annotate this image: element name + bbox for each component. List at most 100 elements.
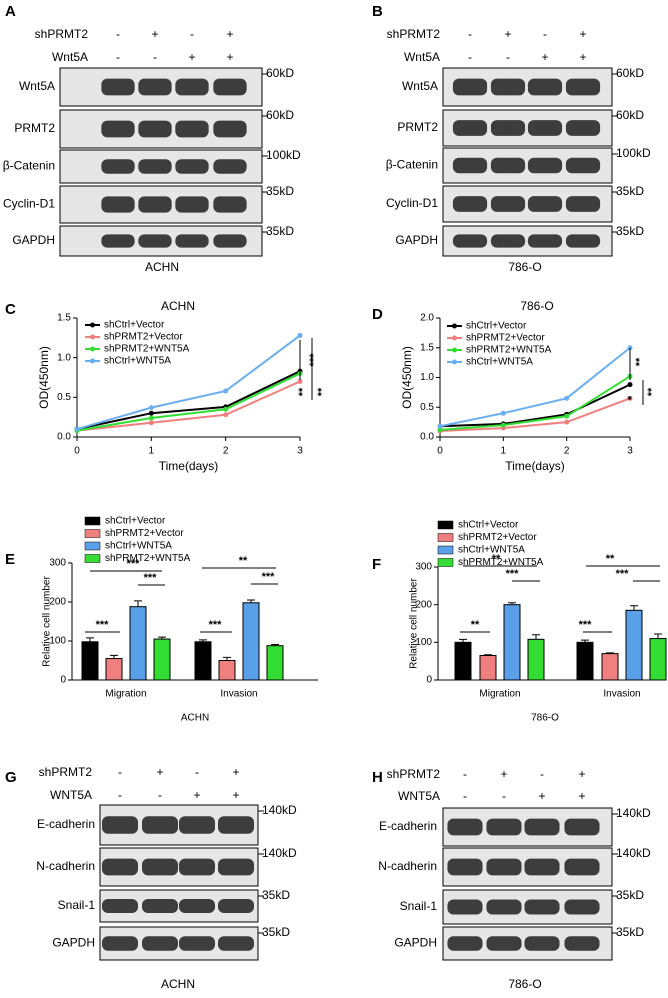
condition-sign: +: [579, 50, 586, 64]
blot-band: [486, 899, 522, 915]
blot-band: [524, 818, 560, 836]
condition-sign: -: [468, 27, 472, 41]
series-line: [76, 370, 301, 431]
blot-band: [447, 899, 483, 915]
blot-band: [565, 157, 601, 174]
blot-band: [179, 858, 215, 876]
condition-sign: +: [226, 27, 233, 41]
significance-label: **: [634, 357, 646, 366]
row-label: GAPDH: [394, 936, 437, 950]
condition-sign: -: [543, 27, 547, 41]
x-tick-label: 3: [297, 446, 303, 457]
bar: [242, 602, 260, 681]
error-bar: [158, 636, 166, 640]
bar: [129, 606, 147, 681]
significance-label: ***: [616, 568, 630, 580]
row-label: Wnt5A: [19, 79, 55, 93]
condition-label: WNT5A: [398, 789, 440, 803]
condition-sign: +: [579, 27, 586, 41]
legend-dot: [90, 334, 95, 340]
y-tick-label: 0: [60, 675, 66, 686]
blot-band: [218, 858, 254, 876]
row-label: Cyclin-D1: [386, 196, 438, 210]
condition-sign: +: [504, 27, 511, 41]
legend-label: shCtrl+Vector: [105, 516, 166, 527]
legend-dot: [90, 346, 95, 352]
condition-label: shPRMT2: [39, 765, 93, 779]
blot-band: [565, 120, 601, 136]
blot-band: [101, 159, 135, 174]
legend-label: shPRMT2+WNT5A: [104, 344, 190, 355]
significance-label: ***: [506, 568, 520, 580]
series-line: [76, 372, 301, 432]
blot-caption: ACHN: [145, 260, 179, 274]
condition-sign: -: [118, 788, 122, 802]
blot-band: [142, 936, 178, 951]
marker-label: 35kD: [266, 224, 294, 238]
panel-letter: E: [5, 551, 15, 568]
condition-label: shPRMT2: [387, 27, 441, 41]
blot-band: [490, 234, 526, 248]
error-bar: [134, 600, 142, 607]
series-line: [76, 380, 301, 432]
condition-sign: +: [232, 765, 239, 779]
marker-label: 60kD: [266, 108, 294, 122]
series-line: [76, 334, 301, 431]
blot-band: [524, 899, 560, 915]
legend-swatch: [84, 541, 101, 551]
x-tick-label: 2: [564, 446, 570, 457]
blot-band: [564, 858, 600, 876]
x-tick-label: Migration: [479, 689, 520, 700]
legend-dot: [452, 323, 457, 329]
blot-band: [218, 936, 254, 951]
x-tick-label: 0: [74, 446, 80, 457]
blot-band: [527, 196, 563, 212]
blot-band: [101, 78, 135, 96]
error-bar: [223, 656, 231, 661]
marker-label: 35kD: [262, 888, 290, 902]
legend-label: shCtrl+Vector: [466, 321, 527, 332]
blot-band: [527, 120, 563, 136]
error-bar: [484, 654, 492, 656]
row-label: N-cadherin: [36, 859, 95, 873]
legend-swatch: [84, 554, 101, 563]
bar: [153, 638, 171, 681]
condition-sign: -: [190, 27, 194, 41]
legend-label: shCtrl+Vector: [104, 320, 165, 331]
y-axis-label: OD(450nm): [37, 346, 51, 409]
blot-band: [564, 936, 600, 951]
bar: [218, 660, 236, 681]
blot-band: [102, 898, 138, 914]
blot-band: [565, 196, 601, 212]
blot-band: [102, 936, 138, 951]
data-point: [500, 422, 506, 428]
blot-band: [447, 936, 483, 951]
x-tick-label: 0: [437, 446, 443, 457]
blot-band: [138, 159, 172, 174]
bar: [454, 641, 472, 681]
condition-sign: -: [158, 788, 162, 802]
data-point: [564, 413, 570, 419]
blot-band: [490, 78, 526, 96]
data-point: [437, 423, 443, 429]
condition-sign: -: [502, 789, 506, 803]
blot-band: [213, 159, 247, 174]
condition-sign: +: [541, 50, 548, 64]
marker-label: 60kD: [616, 108, 644, 122]
chart-caption: ACHN: [181, 713, 209, 724]
legend-label: shCtrl+WNT5A: [105, 541, 172, 552]
panel-letter: B: [372, 3, 383, 20]
condition-sign: +: [151, 27, 158, 41]
condition-sign: -: [506, 50, 510, 64]
row-label: E-cadherin: [37, 817, 95, 831]
condition-sign: -: [116, 50, 120, 64]
panel-letter: H: [372, 769, 383, 786]
legend-label: shPRMT2+Vector: [104, 332, 183, 343]
blot-band: [138, 234, 172, 248]
significance-label: ***: [579, 619, 593, 631]
blot-band: [101, 196, 135, 213]
y-tick-label: 300: [415, 562, 432, 573]
y-tick-label: 200: [415, 599, 432, 610]
blot-band: [565, 78, 601, 96]
